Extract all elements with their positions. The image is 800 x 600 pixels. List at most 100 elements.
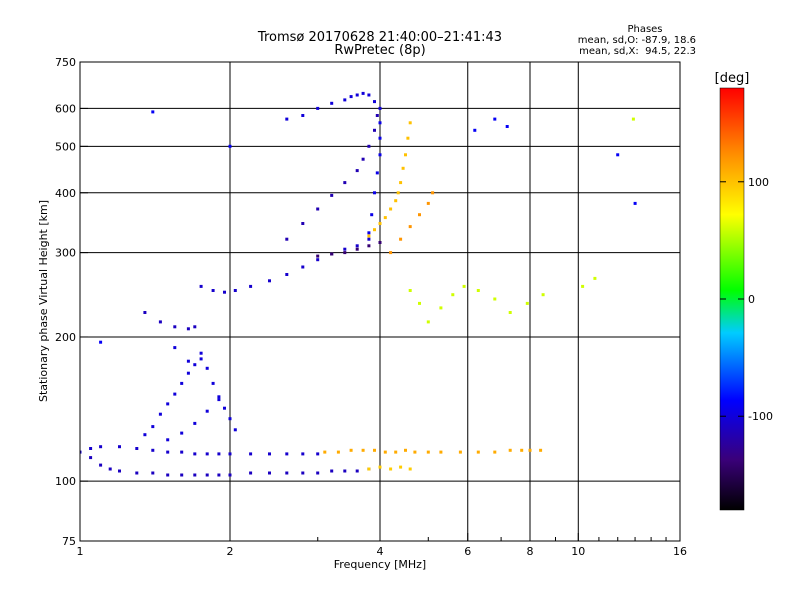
data-point [373, 228, 376, 232]
data-point [217, 395, 221, 399]
data-point [205, 409, 209, 413]
data-point [301, 114, 305, 117]
colorbar-tick-label: 100 [748, 176, 769, 189]
data-point [378, 136, 382, 140]
data-point [355, 244, 359, 248]
data-point [493, 297, 497, 301]
data-point [135, 471, 139, 475]
data-point [316, 258, 320, 262]
data-point [367, 244, 371, 248]
data-point [426, 450, 430, 454]
data-point [217, 473, 221, 477]
data-point [361, 448, 365, 452]
series-group [199, 237, 371, 294]
data-point [408, 467, 412, 471]
data-point [330, 101, 334, 105]
data-point [316, 452, 320, 456]
data-point [367, 234, 371, 238]
data-point [404, 448, 407, 452]
series-group [143, 311, 197, 331]
data-points [80, 91, 637, 477]
x-tick-label: 2 [227, 545, 234, 558]
data-point [205, 452, 209, 456]
data-point [633, 201, 637, 205]
grid-lines [80, 62, 680, 541]
series-group [99, 110, 637, 344]
x-tick-label: 1 [77, 545, 84, 558]
data-point [426, 320, 430, 324]
data-point [268, 279, 271, 283]
data-point [505, 125, 509, 128]
data-point [223, 290, 226, 294]
data-point [399, 237, 403, 241]
data-point [180, 450, 184, 454]
data-point [166, 473, 170, 477]
data-point [330, 193, 334, 197]
data-point [525, 301, 529, 305]
colorbar-tick-label: -100 [748, 410, 773, 423]
axis-ticks: 1 2 4 6 8 10 16 75 100 200 300 400 500 600 750 [55, 56, 687, 558]
data-point [118, 445, 121, 449]
colorbar-tick-label: 0 [748, 293, 755, 306]
data-point [228, 452, 232, 456]
x-tick-label: 6 [464, 545, 471, 558]
data-point [268, 452, 271, 456]
y-tick-label: 100 [55, 475, 76, 488]
data-point [323, 450, 327, 454]
data-point [173, 346, 177, 350]
data-point [375, 114, 379, 117]
data-point [616, 153, 620, 157]
data-point [389, 251, 393, 255]
data-point [367, 467, 371, 471]
data-point [316, 207, 320, 211]
data-point [343, 247, 347, 251]
data-point [205, 366, 209, 370]
data-point [593, 276, 597, 280]
data-point [180, 431, 184, 435]
data-point [330, 469, 334, 473]
x-tick-label: 8 [527, 545, 534, 558]
data-point [439, 306, 443, 310]
data-point [186, 371, 190, 375]
data-point [217, 398, 221, 402]
data-point [180, 473, 184, 477]
data-point [268, 471, 271, 475]
data-point [473, 128, 477, 132]
series-group [367, 121, 382, 235]
data-point [508, 448, 512, 452]
series-group [389, 191, 435, 255]
data-point [508, 311, 512, 314]
data-point [541, 293, 545, 297]
data-point [367, 93, 371, 97]
series-group [143, 346, 237, 442]
data-point [418, 301, 421, 305]
series-group [80, 445, 320, 456]
data-point [186, 327, 190, 331]
data-point [375, 171, 379, 175]
data-point [301, 452, 305, 456]
data-point [118, 469, 121, 473]
data-point [166, 450, 170, 454]
data-point [396, 191, 400, 195]
data-point [528, 448, 532, 452]
y-tick-label: 750 [55, 56, 76, 69]
data-point [539, 448, 543, 452]
data-point [401, 166, 405, 170]
series-group [367, 465, 412, 471]
data-point [367, 144, 371, 148]
series-group [323, 448, 543, 454]
y-axis-label: Stationary phase Virtual Height [km] [37, 200, 50, 402]
data-point [151, 448, 155, 452]
y-tick-label: 300 [55, 247, 76, 260]
data-point [367, 231, 371, 235]
data-point [151, 110, 155, 114]
data-point [355, 247, 359, 251]
x-tick-label: 10 [571, 545, 585, 558]
data-point [199, 357, 203, 361]
data-point [439, 450, 443, 454]
data-point [373, 128, 376, 132]
data-point [343, 181, 347, 185]
data-point [285, 452, 289, 456]
data-point [205, 473, 209, 477]
